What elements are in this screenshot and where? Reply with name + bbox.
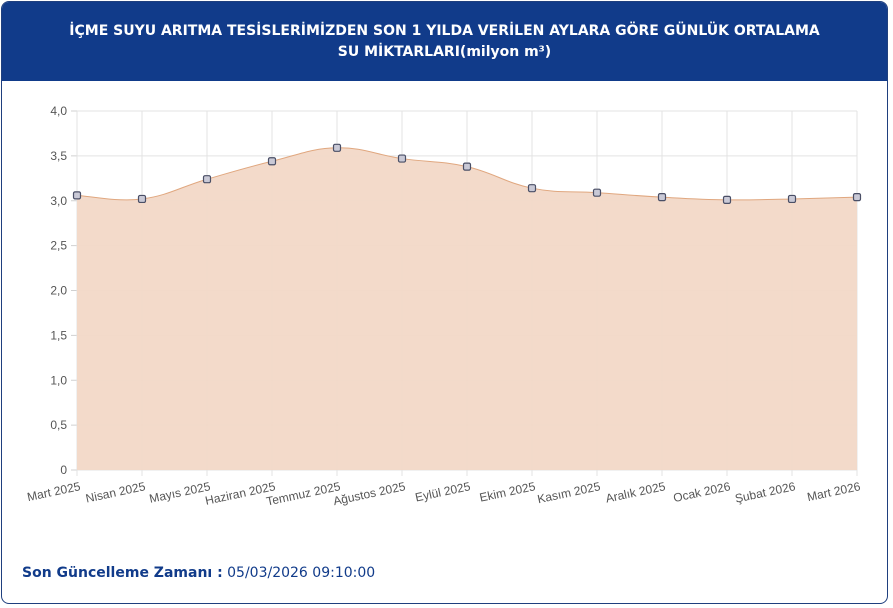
data-point[interactable]: [592, 188, 602, 197]
x-tick-label: Ocak 2026: [672, 479, 732, 505]
data-point[interactable]: [527, 184, 537, 193]
chart-header: İÇME SUYU ARITMA TESİSLERİMİZDEN SON 1 Y…: [2, 2, 887, 81]
x-tick-label: Mart 2026: [806, 479, 862, 504]
y-tick-label: 0: [60, 463, 67, 477]
y-tick-label: 4,0: [50, 104, 67, 118]
x-tick-label: Nisan 2025: [84, 479, 147, 505]
area-chart: 0 0,5 1,0 1,5 2,0 2,5 3,0 3,5 4,0 Mart 2025 Nisan…: [26, 104, 862, 509]
series-area: [77, 147, 857, 470]
data-point[interactable]: [137, 194, 147, 204]
x-tick-label: Temmuz 2025: [265, 479, 342, 508]
x-tick-label: Aralık 2025: [604, 479, 667, 505]
x-tick-label: Kasım 2025: [536, 479, 602, 506]
last-updated-value: 05/03/2026 09:10:00: [227, 565, 376, 581]
data-point[interactable]: [332, 143, 342, 152]
y-tick-label: 3,0: [50, 194, 67, 208]
data-point[interactable]: [397, 154, 407, 163]
y-tick-label: 1,5: [50, 328, 67, 342]
last-updated: Son Güncelleme Zamanı : 05/03/2026 09:10…: [22, 565, 375, 581]
data-points: [72, 143, 862, 204]
data-point[interactable]: [787, 194, 797, 204]
x-tick-label: Ekim 2025: [478, 479, 537, 505]
data-point[interactable]: [722, 195, 732, 204]
data-point[interactable]: [462, 162, 472, 171]
x-tick-label: Mayıs 2025: [148, 479, 212, 506]
y-tick-label: 0,5: [50, 418, 67, 432]
chart-title: İÇME SUYU ARITMA TESİSLERİMİZDEN SON 1 Y…: [69, 22, 820, 60]
y-axis-ticks: 0 0,5 1,0 1,5 2,0 2,5 3,0 3,5 4,0: [50, 104, 67, 477]
data-point[interactable]: [657, 193, 667, 202]
y-tick-label: 2,0: [50, 284, 67, 298]
x-tick-label: Ağustos 2025: [332, 479, 407, 508]
x-tick-label: Mart 2025: [26, 479, 82, 504]
last-updated-label: Son Güncelleme Zamanı :: [22, 565, 223, 581]
chart-area: 0 0,5 1,0 1,5 2,0 2,5 3,0 3,5 4,0 Mart 2025 Nisan…: [26, 104, 862, 509]
data-point[interactable]: [852, 193, 862, 202]
data-point[interactable]: [202, 175, 212, 184]
x-tick-label: Şubat 2026: [734, 479, 797, 506]
y-tick-label: 2,5: [50, 239, 67, 253]
x-tick-label: Eylül 2025: [414, 479, 472, 504]
data-point[interactable]: [267, 157, 277, 166]
y-tick-label: 3,5: [50, 149, 67, 163]
y-tick-label: 1,0: [50, 373, 67, 387]
data-point[interactable]: [72, 191, 82, 200]
